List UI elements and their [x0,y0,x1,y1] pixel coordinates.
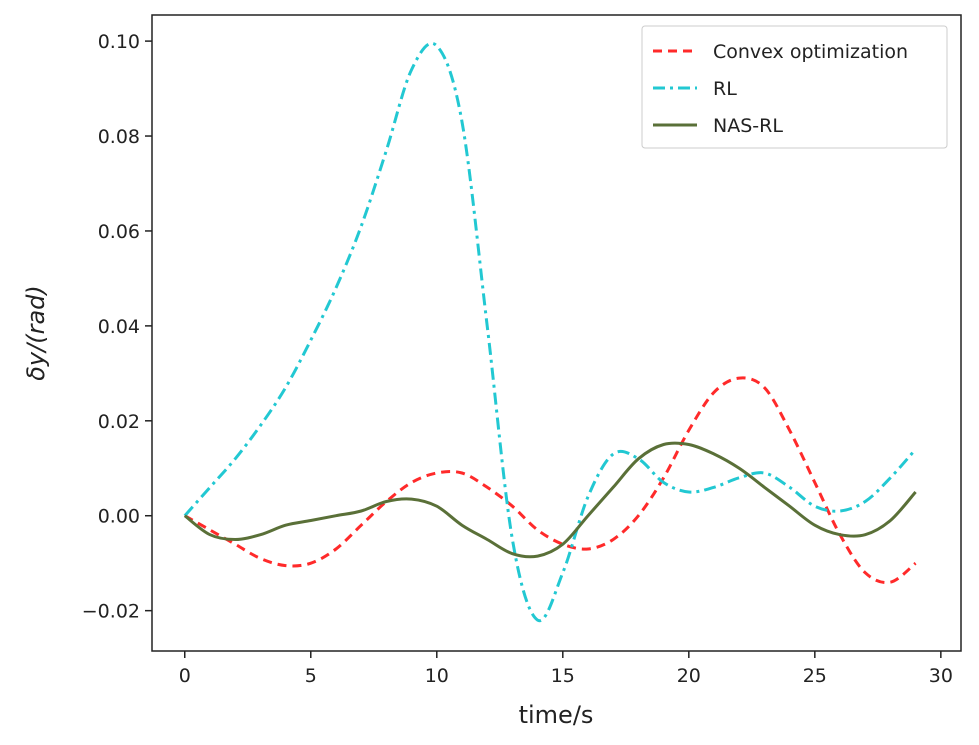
x-axis-ticks: 0 5 10 15 20 25 30 [179,651,953,687]
series-line-nas-rl [183,441,917,559]
y-tick-label: 0.10 [98,31,140,53]
plot-frame [151,14,962,652]
y-tick-label: 0.02 [98,411,140,433]
series-line-rl [183,41,917,623]
y-tick-label: 0.08 [98,126,140,148]
series-layer [183,41,917,623]
legend-label-rl: RL [713,78,737,100]
x-tick-label: 5 [305,665,317,687]
y-tick-label: 0.00 [98,506,140,528]
x-axis-label: time/s [519,701,594,729]
legend: Convex optimization RL NAS-RL [641,25,948,149]
x-tick-label: 0 [179,665,191,687]
y-axis-ticks: −0.02 0.00 0.02 0.04 0.06 0.08 0.10 [82,31,152,623]
y-tick-label: 0.06 [98,221,140,243]
y-axis-label: δy/(rad) [22,285,50,381]
x-tick-label: 10 [425,665,449,687]
x-tick-label: 20 [677,665,701,687]
legend-label-nas-rl: NAS-RL [713,115,783,137]
x-tick-label: 30 [929,665,953,687]
y-tick-label: 0.04 [98,316,140,338]
legend-label-convex-optimization: Convex optimization [713,41,908,63]
x-tick-label: 25 [803,665,827,687]
series-line-convex-optimization [184,376,917,585]
x-tick-label: 15 [551,665,575,687]
legend-box [641,25,948,149]
y-tick-label: −0.02 [82,601,140,623]
